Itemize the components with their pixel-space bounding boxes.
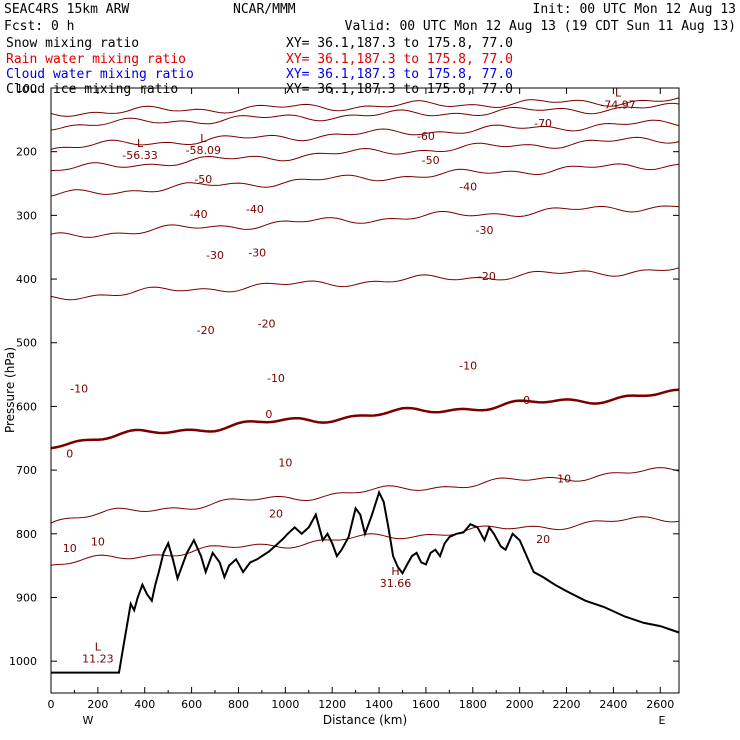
x-tick-label: 0 bbox=[48, 698, 55, 711]
y-tick-label: 500 bbox=[16, 337, 37, 350]
y-axis-title: Pressure (hPa) bbox=[3, 347, 17, 433]
x-tick-label: 2000 bbox=[506, 698, 534, 711]
y-tick-label: 1000 bbox=[9, 655, 37, 668]
plot-frame bbox=[50, 87, 680, 694]
org-label: NCAR/MMM bbox=[233, 2, 296, 17]
isotherm-10 bbox=[50, 467, 680, 524]
init-label: Init: 00 UTC Mon 12 Aug 13 bbox=[533, 2, 737, 17]
x-axis-west-label: W bbox=[83, 714, 94, 727]
extremum-type: L bbox=[200, 132, 207, 145]
y-tick-label: 900 bbox=[16, 591, 37, 604]
field-rain-xy: XY= 36.1,187.3 to 175.8, 77.0 bbox=[286, 52, 513, 67]
isotherm--70 bbox=[50, 97, 680, 117]
valid-label: Valid: 00 UTC Mon 12 Aug 13 (19 CDT Sun … bbox=[345, 19, 736, 34]
field-cloudice-xy: XY= 36.1,187.3 to 175.8, 77.0 bbox=[286, 82, 513, 97]
contour-label: -40 bbox=[459, 181, 477, 194]
contour-label: -50 bbox=[194, 173, 212, 186]
contour-label: 20 bbox=[269, 507, 283, 520]
isotherm-20 bbox=[50, 516, 680, 566]
y-tick-label: 700 bbox=[16, 464, 37, 477]
contour-label: 0 bbox=[523, 394, 530, 407]
contour-label: 10 bbox=[91, 535, 105, 548]
contour-label: -20 bbox=[258, 318, 276, 331]
contour-label: -30 bbox=[476, 224, 494, 237]
contour-label: -70 bbox=[534, 117, 552, 130]
y-tick-label: 800 bbox=[16, 528, 37, 541]
x-tick-label: 1400 bbox=[365, 698, 393, 711]
isotherm-contours bbox=[50, 97, 680, 566]
contour-label: 20 bbox=[536, 533, 550, 546]
extremum-type: L bbox=[137, 137, 144, 150]
contour-label: -40 bbox=[190, 208, 208, 221]
field-cloudwater-label: Cloud water mixing ratio bbox=[6, 67, 194, 82]
x-tick-label: 600 bbox=[181, 698, 202, 711]
contour-label: 10 bbox=[63, 542, 77, 555]
contour-label: -50 bbox=[422, 154, 440, 167]
x-tick-label: 400 bbox=[134, 698, 155, 711]
x-tick-label: 2200 bbox=[553, 698, 581, 711]
y-tick-label: 600 bbox=[16, 400, 37, 413]
contour-label: -20 bbox=[197, 324, 215, 337]
field-cloudwater-xy: XY= 36.1,187.3 to 175.8, 77.0 bbox=[286, 67, 513, 82]
extremum-value: 31.66 bbox=[380, 577, 412, 590]
x-axis-title: Distance (km) bbox=[323, 713, 407, 727]
contour-label: 0 bbox=[265, 408, 272, 421]
extremum-value: -74.97 bbox=[600, 98, 635, 111]
isotherm-0 bbox=[50, 388, 680, 450]
isotherm--20 bbox=[50, 205, 680, 238]
x-tick-label: 800 bbox=[228, 698, 249, 711]
isotherm--60 bbox=[50, 102, 680, 131]
isotherm--30 bbox=[50, 163, 680, 197]
y-tick-label: 100 bbox=[16, 82, 37, 95]
field-snow-label: Snow mixing ratio bbox=[6, 36, 139, 51]
x-tick-label: 1000 bbox=[271, 698, 299, 711]
contour-label: -10 bbox=[70, 383, 88, 396]
contour-labels: -70 -60 -50 -50 -40 -40 -40 -30 -30 -30 -20 -20 -20 -… bbox=[63, 117, 571, 555]
x-tick-label: 200 bbox=[87, 698, 108, 711]
extremum-value: -58.09 bbox=[186, 144, 221, 157]
contour-label: 10 bbox=[278, 456, 292, 469]
forecast-hour: Fcst: 0 h bbox=[4, 19, 74, 34]
extremum-type: H bbox=[391, 565, 399, 578]
model-title: SEAC4RS 15km ARW bbox=[4, 2, 129, 17]
x-tick-label: 1200 bbox=[318, 698, 346, 711]
contour-label: -20 bbox=[478, 270, 496, 283]
y-tick-label: 400 bbox=[16, 273, 37, 286]
contour-label: 0 bbox=[66, 448, 73, 461]
contour-label: -30 bbox=[248, 246, 266, 259]
x-tick-label: 2400 bbox=[599, 698, 627, 711]
contour-label: 10 bbox=[557, 472, 571, 485]
extremum-type: L bbox=[615, 86, 622, 99]
x-tick-label: 1600 bbox=[412, 698, 440, 711]
isotherm--50 bbox=[50, 119, 680, 150]
terrain-line bbox=[51, 489, 680, 674]
field-rain-label: Rain water mixing ratio bbox=[6, 52, 186, 67]
isotherm--40 bbox=[50, 136, 680, 172]
axes: 0 200 400 600 800 1000 1200 1400 1600 1800 2000 220… bbox=[9, 82, 679, 711]
contour-label: -10 bbox=[267, 372, 285, 385]
y-tick-label: 200 bbox=[16, 146, 37, 159]
contour-label: -60 bbox=[417, 130, 435, 143]
terrain-profile bbox=[51, 489, 680, 674]
contour-label: -40 bbox=[246, 203, 264, 216]
extremum-value: 11.23 bbox=[82, 652, 114, 665]
isotherm--10 bbox=[50, 267, 680, 301]
contour-label: -30 bbox=[206, 249, 224, 262]
x-tick-label: 2600 bbox=[646, 698, 674, 711]
extremum-type: L bbox=[95, 640, 102, 653]
field-cloudice-label: Cloud ice mixing ratio bbox=[6, 82, 178, 97]
contour-label: -10 bbox=[459, 360, 477, 373]
extremum-value: -56.33 bbox=[122, 149, 157, 162]
x-axis-east-label: E bbox=[659, 714, 666, 727]
field-snow-xy: XY= 36.1,187.3 to 175.8, 77.0 bbox=[286, 36, 513, 51]
y-tick-label: 300 bbox=[16, 209, 37, 222]
x-tick-label: 1800 bbox=[459, 698, 487, 711]
